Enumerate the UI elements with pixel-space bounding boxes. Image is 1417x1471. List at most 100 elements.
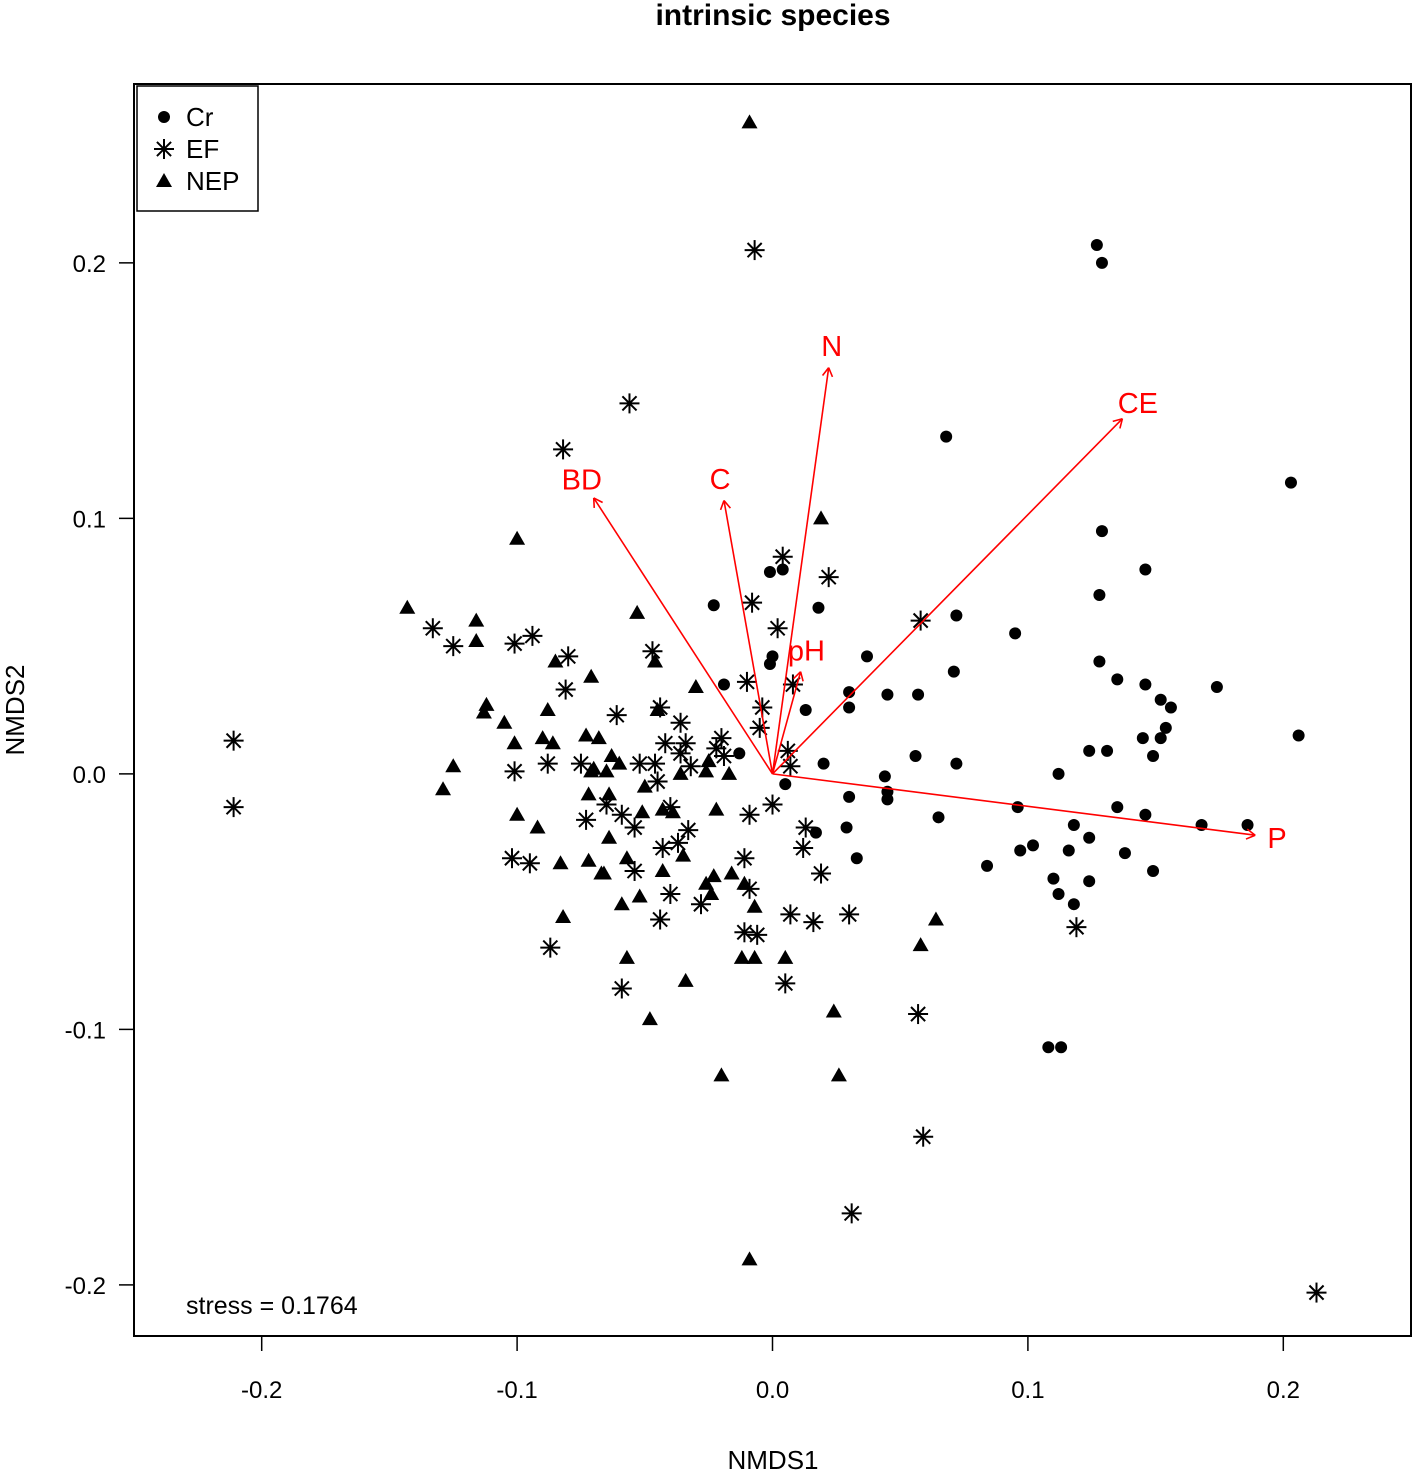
cr-point — [1027, 839, 1040, 852]
arrow-head — [592, 497, 596, 508]
ef-point — [780, 756, 801, 777]
cr-point — [950, 609, 963, 622]
y-tick-label: -0.2 — [65, 1273, 106, 1300]
ef-point — [504, 633, 525, 654]
cr-point — [947, 665, 960, 678]
nep-point — [534, 730, 551, 745]
ef-point — [818, 567, 839, 588]
cr-point — [1139, 563, 1152, 576]
nep-point — [555, 908, 572, 923]
cr-point — [763, 566, 776, 579]
nep-point — [613, 896, 630, 911]
cr-point — [1154, 732, 1167, 745]
vector-label: C — [710, 464, 731, 496]
ef-point — [913, 1126, 934, 1147]
cr-point — [1292, 729, 1305, 742]
cr-point — [1147, 749, 1160, 762]
nep-point — [636, 778, 653, 793]
ef-point — [908, 1004, 929, 1025]
ef-point — [739, 804, 760, 825]
ef-point — [629, 753, 650, 774]
vector-c: C — [710, 464, 774, 775]
ef-point — [624, 817, 645, 838]
cr-point — [1118, 847, 1131, 860]
ef-point — [767, 618, 788, 639]
nep-point — [598, 763, 615, 778]
legend-marker-circle — [158, 111, 170, 123]
cr-point — [763, 658, 776, 671]
vector-label: CE — [1118, 388, 1158, 420]
cr-point — [1055, 1041, 1068, 1054]
ef-point — [652, 837, 673, 858]
vector-arrow — [771, 418, 1123, 775]
nep-point — [529, 819, 546, 834]
nep-point — [578, 727, 595, 742]
vector-p: P — [772, 773, 1287, 855]
nep-point — [631, 888, 648, 903]
nep-point — [713, 1067, 730, 1082]
nep-point — [611, 755, 628, 770]
ef-point — [668, 832, 689, 853]
nep-point — [445, 758, 462, 773]
nep-point — [698, 875, 715, 890]
legend-label: EF — [186, 134, 219, 164]
cr-point — [1154, 693, 1167, 706]
nep-point — [721, 765, 738, 780]
cr-point — [776, 563, 789, 576]
vector-arrow — [593, 497, 774, 775]
arrow-head — [1245, 834, 1256, 840]
cr-point — [843, 686, 856, 699]
cr-point — [881, 688, 894, 701]
cr-point — [1241, 818, 1254, 831]
plot-frame — [133, 83, 1412, 1337]
cr-point — [878, 770, 891, 783]
nep-point — [825, 1003, 842, 1018]
arrow-head — [1119, 418, 1124, 429]
cr-point — [940, 430, 953, 443]
nep-point — [506, 735, 523, 750]
nep-point — [601, 829, 618, 844]
ef-point — [841, 1203, 862, 1224]
cr-point — [1011, 801, 1024, 814]
cr-point — [1083, 831, 1096, 844]
legend-marker-triangle — [156, 173, 172, 187]
vector-arrow — [771, 367, 830, 774]
cr-point — [1042, 1041, 1055, 1054]
cr-point — [1090, 238, 1103, 251]
ef-point — [780, 904, 801, 925]
nep-point — [703, 885, 720, 900]
ef-point — [422, 618, 443, 639]
ef-point — [522, 625, 543, 646]
ef-point — [647, 771, 668, 792]
ef-point — [749, 717, 770, 738]
nep-point — [618, 949, 635, 964]
nep-point — [733, 949, 750, 964]
ef-point — [501, 848, 522, 869]
cr-point — [843, 790, 856, 803]
x-axis-title: NMDS1 — [727, 1445, 818, 1471]
y-tick-label: -0.1 — [65, 1017, 106, 1044]
y-tick-label: 0.0 — [73, 762, 106, 789]
ef-point — [678, 820, 699, 841]
vector-arrow — [723, 500, 774, 775]
cr-point — [1095, 525, 1108, 538]
nep-point — [647, 653, 664, 668]
legend-marker-asterisk — [154, 139, 174, 159]
ef-point — [443, 636, 464, 657]
ef-point — [576, 809, 597, 830]
ef-point — [747, 924, 768, 945]
nep-point — [544, 735, 561, 750]
cr-point — [981, 859, 994, 872]
cr-point — [840, 821, 853, 834]
ef-point — [619, 393, 640, 414]
cr-point — [817, 757, 830, 770]
cr-point — [1047, 872, 1060, 885]
nep-point — [478, 696, 495, 711]
x-tick-label: 0.2 — [1267, 1377, 1300, 1404]
arrow-head — [723, 499, 732, 509]
vector-arrow — [772, 773, 1256, 836]
cr-point — [1052, 887, 1065, 900]
nep-point — [746, 898, 763, 913]
